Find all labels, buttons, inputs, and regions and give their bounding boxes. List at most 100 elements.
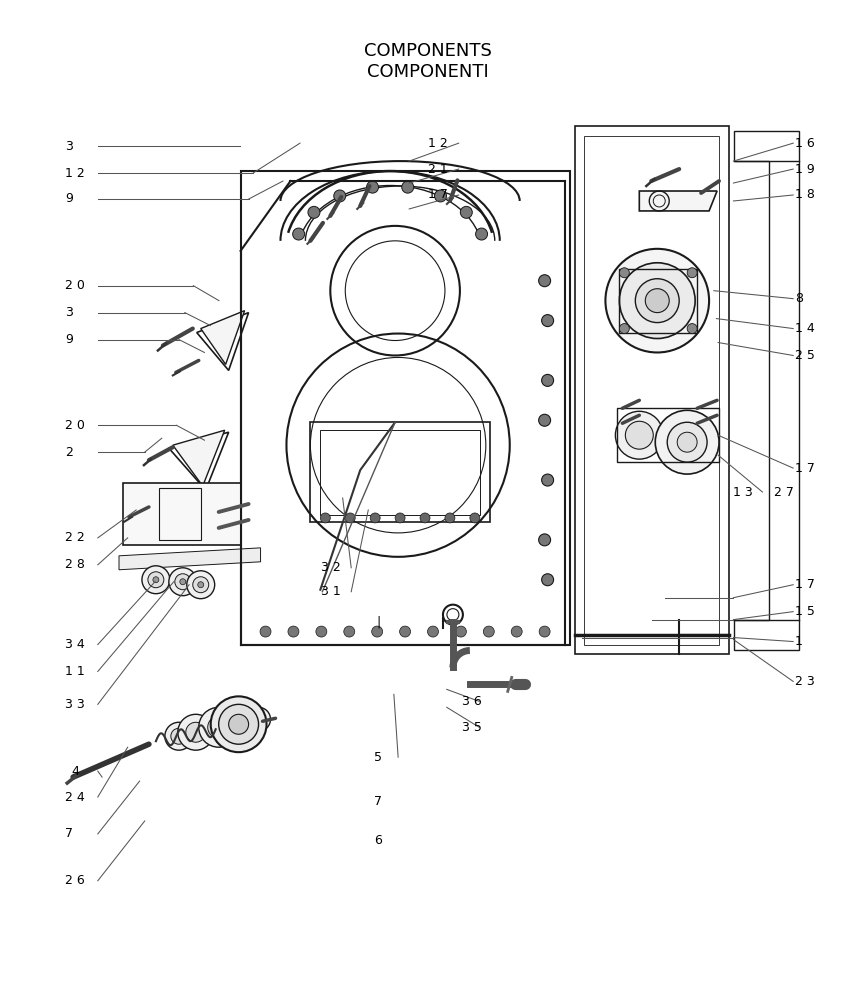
Polygon shape	[119, 548, 260, 570]
Text: 6: 6	[374, 834, 382, 847]
Text: 2 2: 2 2	[65, 531, 85, 544]
Circle shape	[224, 706, 257, 738]
Text: 2 7: 2 7	[774, 486, 794, 499]
Text: 1: 1	[795, 635, 803, 648]
Circle shape	[605, 249, 709, 352]
Circle shape	[178, 714, 214, 750]
Circle shape	[320, 513, 330, 523]
Text: 1 4: 1 4	[795, 322, 815, 335]
Text: 2 3: 2 3	[795, 675, 815, 688]
Polygon shape	[201, 311, 245, 364]
Circle shape	[445, 513, 455, 523]
Circle shape	[366, 181, 378, 193]
Circle shape	[308, 206, 320, 218]
Circle shape	[345, 513, 355, 523]
Text: 1 7: 1 7	[795, 462, 815, 475]
Text: 3: 3	[65, 306, 74, 319]
Circle shape	[538, 414, 550, 426]
Text: 2 4: 2 4	[65, 791, 85, 804]
Circle shape	[420, 513, 430, 523]
Circle shape	[620, 324, 629, 334]
Polygon shape	[639, 191, 717, 211]
Circle shape	[187, 571, 215, 599]
Circle shape	[470, 513, 480, 523]
Circle shape	[175, 574, 191, 590]
Circle shape	[511, 626, 522, 637]
Text: 1 8: 1 8	[795, 188, 815, 201]
Circle shape	[372, 626, 383, 637]
Circle shape	[198, 582, 204, 588]
Circle shape	[476, 228, 488, 240]
Circle shape	[229, 714, 248, 734]
Text: 1 1: 1 1	[65, 665, 85, 678]
Circle shape	[370, 513, 380, 523]
Text: |: |	[377, 615, 381, 628]
Polygon shape	[173, 430, 224, 486]
Circle shape	[199, 707, 239, 747]
Text: 5: 5	[374, 751, 383, 764]
Circle shape	[542, 574, 554, 586]
Circle shape	[620, 263, 695, 339]
Circle shape	[645, 289, 669, 313]
Circle shape	[542, 474, 554, 486]
Text: 1 2: 1 2	[65, 167, 85, 180]
Text: 2 5: 2 5	[795, 349, 815, 362]
Text: 7: 7	[65, 827, 74, 840]
Text: 3 5: 3 5	[462, 721, 482, 734]
Circle shape	[461, 206, 473, 218]
Circle shape	[538, 534, 550, 546]
Circle shape	[539, 626, 550, 637]
Circle shape	[542, 315, 554, 327]
Circle shape	[180, 579, 186, 585]
Circle shape	[293, 228, 305, 240]
Circle shape	[233, 714, 248, 730]
Circle shape	[208, 716, 229, 738]
Circle shape	[171, 728, 187, 744]
Text: COMPONENTS
COMPONENTI: COMPONENTS COMPONENTI	[364, 42, 492, 81]
Circle shape	[400, 626, 411, 637]
Circle shape	[169, 568, 197, 596]
Text: 2 0: 2 0	[65, 419, 86, 432]
Text: 3 4: 3 4	[65, 638, 85, 651]
Bar	[320, 430, 480, 515]
Bar	[311, 422, 490, 522]
Text: 3: 3	[65, 140, 74, 153]
Circle shape	[427, 626, 438, 637]
Text: 1 9: 1 9	[795, 163, 815, 176]
Circle shape	[153, 577, 159, 583]
Circle shape	[538, 275, 550, 287]
Text: 1 5: 1 5	[795, 605, 815, 618]
Text: 1 2: 1 2	[428, 137, 448, 150]
Circle shape	[667, 422, 707, 462]
Circle shape	[253, 713, 265, 725]
Text: 9: 9	[65, 192, 74, 205]
Circle shape	[455, 626, 467, 637]
Text: 2: 2	[65, 446, 74, 459]
Text: 1 7: 1 7	[428, 188, 448, 201]
Circle shape	[142, 566, 169, 594]
Circle shape	[620, 268, 629, 278]
Text: 3 3: 3 3	[65, 698, 85, 711]
Text: 1 6: 1 6	[795, 137, 815, 150]
Text: 1 7: 1 7	[795, 578, 815, 591]
Circle shape	[316, 626, 327, 637]
Bar	[159, 488, 201, 540]
Text: 3 6: 3 6	[462, 695, 482, 708]
Text: 3 1: 3 1	[321, 585, 341, 598]
Circle shape	[687, 268, 697, 278]
Circle shape	[218, 704, 259, 744]
Text: 2 8: 2 8	[65, 558, 86, 571]
Circle shape	[211, 696, 266, 752]
Circle shape	[401, 181, 413, 193]
Circle shape	[655, 410, 719, 474]
Bar	[123, 483, 241, 545]
Circle shape	[186, 722, 205, 742]
Circle shape	[344, 626, 354, 637]
Text: 7: 7	[374, 795, 383, 808]
Circle shape	[687, 324, 697, 334]
Text: 2 1: 2 1	[428, 163, 448, 176]
Circle shape	[260, 626, 271, 637]
Circle shape	[615, 411, 663, 459]
Circle shape	[677, 432, 697, 452]
Circle shape	[247, 707, 270, 731]
